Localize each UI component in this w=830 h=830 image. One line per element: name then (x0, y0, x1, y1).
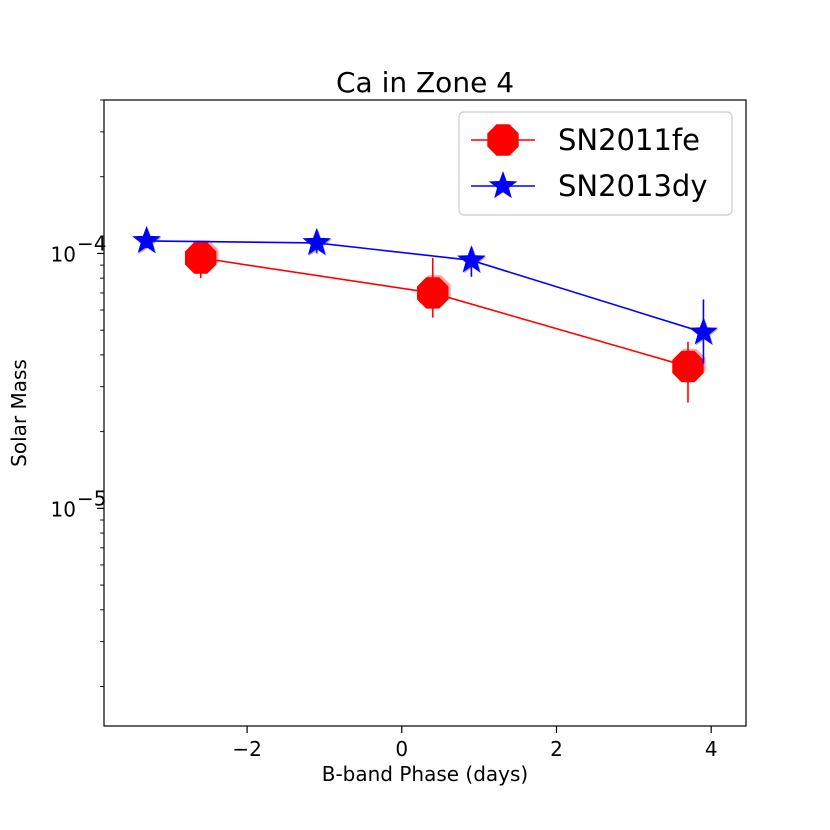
y-tick-label: 10 (51, 497, 76, 521)
plot-frame (103, 99, 747, 727)
star-marker (457, 245, 486, 273)
legend-label: SN2011fe (558, 123, 700, 157)
octagon-marker (672, 350, 704, 383)
chart-title: Ca in Zone 4 (336, 66, 514, 99)
legend-frame (458, 111, 733, 216)
x-axis-label: B-band Phase (days) (322, 762, 529, 786)
series-line (146, 240, 704, 334)
y-tick-exponent: −4 (77, 231, 106, 255)
star-marker (302, 227, 331, 256)
octagon-marker (184, 242, 217, 274)
star-marker (488, 171, 518, 199)
y-tick-label: 10 (51, 242, 76, 266)
data-layer (132, 225, 719, 403)
axes-layer: −2 0 2 410−510−4 (51, 99, 718, 761)
octagon-marker (417, 277, 449, 309)
y-axis-label: Solar Mass (7, 359, 31, 467)
star-marker (132, 225, 161, 254)
x-tick-label: 2 (550, 737, 563, 761)
legend: SN2011fe SN2013dy (458, 111, 733, 216)
x-tick-label: −2 (232, 737, 261, 761)
y-tick-exponent: −5 (77, 486, 106, 510)
star-marker (689, 317, 718, 345)
series-line (200, 257, 689, 368)
legend-label: SN2013dy (558, 169, 707, 203)
x-tick-label: 0 (395, 737, 408, 761)
octagon-marker (487, 124, 519, 156)
x-tick-label: 4 (705, 737, 718, 761)
